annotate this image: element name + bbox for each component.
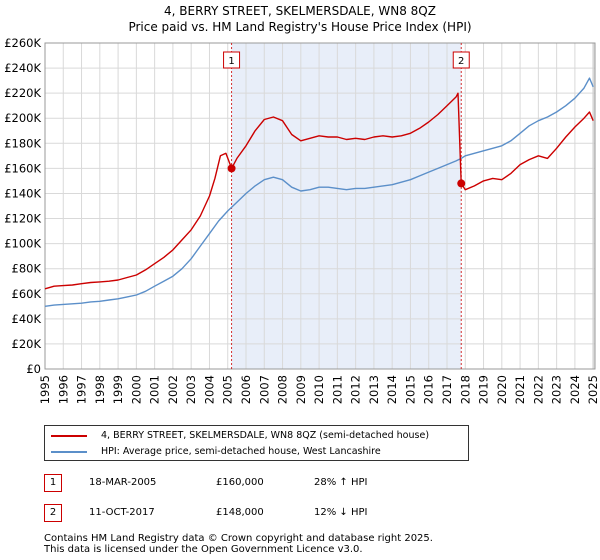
x-tick-label: 2014	[385, 375, 399, 404]
x-tick-label: 2020	[495, 375, 509, 404]
x-tick-label: 2006	[239, 375, 253, 404]
x-tick-label: 2010	[312, 375, 326, 404]
x-tick-label: 2023	[550, 375, 564, 404]
y-tick-label: £180K	[4, 136, 41, 150]
x-tick-label: 2015	[403, 375, 417, 404]
x-tick-label: 1997	[75, 375, 89, 404]
x-tick-label: 1996	[56, 375, 70, 404]
chart-title: 4, BERRY STREET, SKELMERSDALE, WN8 8QZ	[164, 4, 436, 18]
ownership-shade	[231, 43, 462, 369]
y-tick-label: £220K	[4, 86, 41, 100]
series-line-property	[44, 92, 594, 290]
y-tick-label: £200K	[4, 111, 41, 125]
sale-marker-badge: 1	[44, 474, 62, 492]
legend-label-hpi: HPI: Average price, semi-detached house,…	[101, 446, 381, 457]
chart-subtitle: Price paid vs. HM Land Registry's House …	[128, 20, 472, 34]
legend-item-hpi: HPI: Average price, semi-detached house,…	[51, 445, 381, 459]
x-tick-label: 2012	[349, 375, 363, 404]
x-tick-label: 2005	[221, 375, 235, 404]
chart-legend: 4, BERRY STREET, SKELMERSDALE, WN8 8QZ (…	[44, 425, 469, 461]
x-tick-label: 1999	[111, 375, 125, 404]
legend-line-property	[51, 434, 87, 437]
x-tick-label: 2016	[422, 375, 436, 404]
y-tick-label: £260K	[4, 36, 41, 50]
y-tick-label: £160K	[4, 161, 41, 175]
x-tick-label: 1995	[38, 375, 52, 404]
x-tick-label: 2004	[202, 375, 216, 404]
sale-date: 18-MAR-2005	[89, 477, 157, 488]
x-tick-label: 2018	[458, 375, 472, 404]
x-tick-label: 2011	[330, 375, 344, 404]
x-tick-label: 2013	[367, 375, 381, 404]
legend-line-hpi	[51, 450, 87, 453]
sale-hpi-diff: 12% ↓ HPI	[314, 507, 368, 518]
sale-point	[457, 179, 466, 188]
x-tick-label: 2024	[568, 375, 582, 404]
series-line-hpi	[44, 77, 594, 307]
legend-item-property: 4, BERRY STREET, SKELMERSDALE, WN8 8QZ (…	[51, 429, 429, 443]
x-tick-label: 1998	[93, 375, 107, 404]
plot-frame	[44, 42, 596, 370]
y-tick-label: £80K	[12, 262, 42, 276]
sale-price: £160,000	[216, 477, 264, 488]
x-tick-label: 2002	[166, 375, 180, 404]
x-tick-label: 2000	[129, 375, 143, 404]
y-tick-label: £140K	[4, 186, 41, 200]
footer-copyright: Contains HM Land Registry data © Crown c…	[44, 533, 433, 544]
sale-date: 11-OCT-2017	[89, 507, 155, 518]
x-tick-label: 2025	[586, 375, 600, 404]
x-tick-label: 2019	[477, 375, 491, 404]
x-tick-label: 2009	[294, 375, 308, 404]
sale-point	[227, 164, 236, 173]
sale-hpi-diff: 28% ↑ HPI	[314, 477, 368, 488]
sale-marker-label: 1	[228, 56, 234, 67]
sale-marker-badge: 2	[44, 504, 62, 522]
sale-marker-box	[452, 51, 470, 69]
footer-licence: This data is licensed under the Open Gov…	[44, 544, 363, 555]
legend-label-property: 4, BERRY STREET, SKELMERSDALE, WN8 8QZ (…	[101, 430, 430, 441]
x-tick-label: 2022	[531, 375, 545, 404]
y-tick-label: £40K	[12, 312, 42, 326]
y-tick-label: £120K	[4, 212, 41, 226]
future-hatch	[592, 43, 595, 369]
x-tick-label: 2007	[257, 375, 271, 404]
y-tick-label: £0	[26, 362, 41, 376]
x-tick-label: 2021	[513, 375, 527, 404]
sale-marker-label: 2	[458, 56, 464, 67]
y-tick-label: £60K	[12, 287, 42, 301]
x-tick-label: 2008	[276, 375, 290, 404]
x-tick-label: 2001	[148, 375, 162, 404]
x-tick-label: 2003	[184, 375, 198, 404]
y-tick-label: £240K	[4, 61, 41, 75]
sale-price: £148,000	[216, 507, 264, 518]
y-tick-label: £20K	[12, 337, 42, 351]
x-tick-label: 2017	[440, 375, 454, 404]
sale-marker-box	[223, 51, 241, 69]
price-chart: £0 £20K £40K £60K £80K £100K £120K £140K £160K £1…	[4, 36, 600, 404]
y-tick-label: £100K	[4, 237, 41, 251]
